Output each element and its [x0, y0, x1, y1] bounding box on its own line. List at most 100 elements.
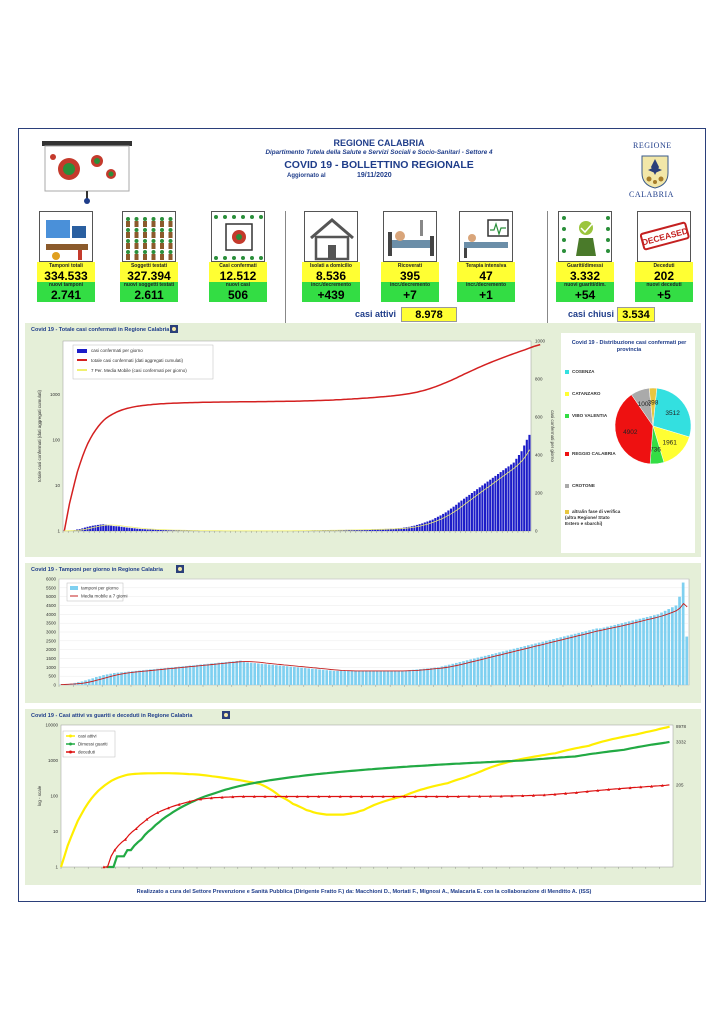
test-bar	[624, 622, 627, 685]
daily-case-bar	[110, 525, 113, 531]
deceduti-marker	[123, 837, 127, 841]
daily-case-bar	[172, 530, 175, 531]
daily-case-bar	[149, 529, 152, 531]
regione-badge-icon	[222, 711, 230, 719]
deceduti-marker	[596, 789, 600, 792]
person-head	[168, 217, 173, 221]
test-bar	[199, 664, 203, 685]
person-head	[168, 250, 173, 254]
test-bar	[494, 653, 498, 685]
person-head	[232, 256, 236, 260]
test-bar	[235, 660, 239, 685]
test-bar	[433, 667, 437, 685]
pie-legend-label: COSENZA	[572, 369, 595, 374]
test-bar	[455, 662, 458, 685]
pie-legend-item: CROTONE	[565, 483, 621, 489]
tests-chart: 0 500 1000 1500 2000 2500 3000 3500 4000 4500 5000…	[46, 577, 690, 688]
lab-test-icon	[46, 220, 88, 260]
daily-case-bar	[104, 524, 107, 531]
stat-value-4: 395	[381, 270, 439, 282]
daily-case-bar	[405, 527, 408, 531]
daily-case-bar	[525, 439, 528, 531]
end-value-label: 3332	[676, 739, 687, 744]
department-title: Dipartimento Tutela della Salute e Servi…	[265, 149, 493, 156]
stat-icon-box-6	[558, 211, 612, 262]
person-head	[562, 227, 566, 231]
stat-new-label-2: nuovi casi	[209, 282, 267, 289]
person-body	[126, 243, 130, 249]
test-bar	[552, 639, 555, 685]
stat-new-label-1: nuovi soggetti testati	[120, 282, 178, 289]
right-tick-label: 600	[535, 415, 543, 420]
bed-shape	[390, 240, 432, 248]
pie-legend-label: VIBO VALENTIA	[572, 413, 608, 418]
door-shape	[328, 245, 336, 259]
test-bar	[163, 668, 167, 685]
end-value-label: 205	[676, 782, 684, 787]
deceduti-marker	[660, 784, 664, 787]
intensive-care-icon	[464, 219, 509, 258]
test-bar	[181, 666, 185, 685]
test-bar	[221, 662, 224, 685]
test-bar	[501, 651, 505, 685]
left-tick-label: 100	[52, 438, 60, 443]
person-body	[143, 221, 147, 227]
active-cases-label: casi attivi	[355, 309, 397, 319]
cases-chart-title: Covid 19 - Totale casi confermati in Reg…	[31, 327, 170, 333]
deceduti-marker	[478, 794, 482, 798]
left-tick-label: 10	[55, 483, 61, 488]
y-tick-label: 3500	[46, 621, 57, 626]
y-tick-label: 3000	[46, 630, 57, 635]
virus-core	[236, 234, 242, 240]
y-tick-label: 5000	[46, 594, 57, 599]
person-head	[143, 228, 147, 232]
test-bar	[516, 647, 519, 685]
person-head	[579, 221, 593, 235]
test-bar	[365, 670, 368, 685]
test-bar	[599, 628, 602, 685]
test-bar	[660, 612, 663, 685]
person-body	[168, 221, 173, 227]
deceduti-marker	[263, 795, 267, 798]
daily-case-bar	[460, 500, 463, 531]
daily-case-bar	[353, 529, 356, 531]
person-head	[143, 250, 147, 254]
test-bar	[246, 662, 249, 685]
legend-swatch	[77, 359, 87, 361]
person-body	[151, 254, 156, 260]
person-head	[562, 238, 566, 242]
legend-box	[72, 344, 214, 380]
deceduti-marker	[510, 794, 514, 798]
test-bar	[440, 666, 444, 685]
test-bar	[314, 669, 318, 685]
person-head	[151, 228, 156, 232]
daily-case-bar	[478, 487, 481, 531]
person-head	[232, 215, 236, 219]
test-bar	[581, 632, 584, 685]
deceduti-marker	[628, 786, 632, 790]
daily-case-bar	[358, 529, 361, 531]
daily-case-bar	[361, 529, 364, 531]
test-bar	[577, 632, 581, 685]
daily-case-bar	[423, 522, 426, 531]
deceduti-marker	[381, 795, 385, 798]
test-bar	[113, 672, 116, 685]
person-body	[143, 254, 147, 260]
test-bar	[638, 618, 642, 685]
deceduti-marker	[327, 795, 331, 798]
test-bar	[239, 660, 242, 685]
test-bar	[588, 630, 591, 685]
y-axis-label: log - scale	[37, 785, 42, 806]
stat-value-1: 327.394	[120, 270, 178, 282]
stat-new-label-4: incr./decremento	[381, 282, 439, 289]
pie-legend-item: COSENZA	[565, 369, 621, 375]
person-head	[250, 215, 254, 219]
ecg-line	[490, 222, 506, 236]
pie-legend-label: altra/in fase di verifica (altra Regione…	[565, 509, 621, 526]
test-bar	[318, 669, 321, 685]
deceduti-marker	[403, 795, 407, 798]
y-tick-label: 2500	[46, 638, 57, 643]
test-bar	[451, 663, 455, 685]
daily-case-bar	[178, 530, 181, 531]
